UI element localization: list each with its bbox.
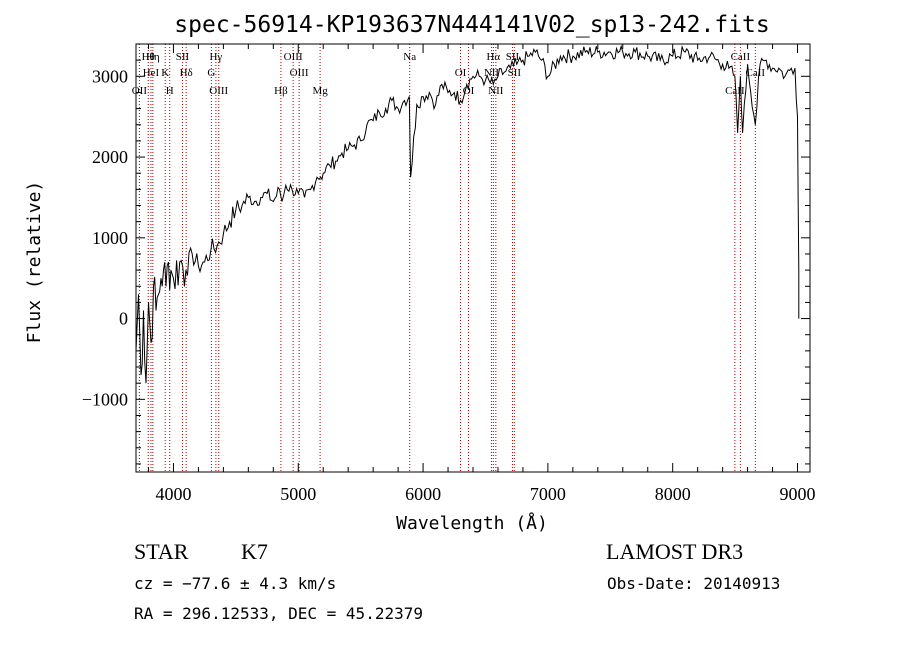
x-tick-label: 9000 xyxy=(780,484,816,504)
line-marker-label: OI xyxy=(463,85,475,97)
x-tick-label: 7000 xyxy=(530,484,566,504)
line-marker-label: OI xyxy=(455,67,467,79)
line-marker-label: SII xyxy=(506,51,520,63)
y-tick-label: 3000 xyxy=(92,66,128,86)
x-axis-label: Wavelength (Å) xyxy=(396,512,548,534)
line-marker-label: K xyxy=(161,67,169,79)
line-marker-label: HeI xyxy=(143,67,160,79)
line-marker-label: Hγ xyxy=(209,51,222,63)
line-marker-label: Hθ xyxy=(142,51,155,63)
line-marker-label: OIII xyxy=(284,51,303,63)
y-axis-ticks: −1000 0 1000 2000 3000 xyxy=(82,43,810,465)
y-tick-label: −1000 xyxy=(82,389,128,409)
line-marker-label: OIII xyxy=(209,85,228,97)
line-marker-label: H xyxy=(166,85,174,97)
line-marker-label: Hα xyxy=(486,51,500,63)
line-marker-label: Hδ xyxy=(180,67,193,79)
y-axis-label: Flux (relative) xyxy=(24,181,45,344)
y-tick-label: 1000 xyxy=(92,228,128,248)
line-marker-label: G xyxy=(207,67,215,79)
x-tick-label: 6000 xyxy=(405,484,441,504)
y-tick-label: 2000 xyxy=(92,147,128,167)
object-subclass: K7 xyxy=(241,539,268,564)
observation-date: Obs-Date: 20140913 xyxy=(607,574,780,593)
line-marker-label: CaII xyxy=(746,67,766,79)
line-marker-label: Hη xyxy=(146,51,160,63)
line-marker-label: SII xyxy=(508,67,522,79)
survey-name: LAMOST DR3 xyxy=(606,539,743,564)
y-tick-label: 0 xyxy=(119,309,128,329)
line-markers xyxy=(138,44,756,472)
line-marker-label: CaII xyxy=(731,51,751,63)
line-marker-label: Mg xyxy=(312,85,328,97)
line-marker-labels: HθHeIOIIHηKHSIIHδOIIIHγGHβOIIIOIIIMgNaOI… xyxy=(132,51,766,97)
line-marker-label: Hβ xyxy=(274,85,288,97)
x-tick-label: 4000 xyxy=(155,484,191,504)
line-marker-label: NII xyxy=(488,85,504,97)
chart-title: spec-56914-KP193637N444141V02_sp13-242.f… xyxy=(174,12,769,38)
line-marker-label: OII xyxy=(132,85,148,97)
plot-frame xyxy=(135,43,811,473)
x-tick-label: 8000 xyxy=(655,484,691,504)
line-marker-label: Na xyxy=(403,51,416,63)
redshift-velocity: cz = −77.6 ± 4.3 km/s xyxy=(134,574,336,593)
x-axis-ticks: 4000 5000 6000 7000 8000 9000 xyxy=(147,44,816,504)
line-marker-label: SII xyxy=(176,51,190,63)
coordinates: RA = 296.12533, DEC = 45.22379 xyxy=(134,604,423,623)
spectrum-line xyxy=(135,44,800,384)
object-class: STAR xyxy=(134,539,189,564)
x-tick-label: 5000 xyxy=(280,484,316,504)
line-marker-label: OIII xyxy=(290,67,309,79)
